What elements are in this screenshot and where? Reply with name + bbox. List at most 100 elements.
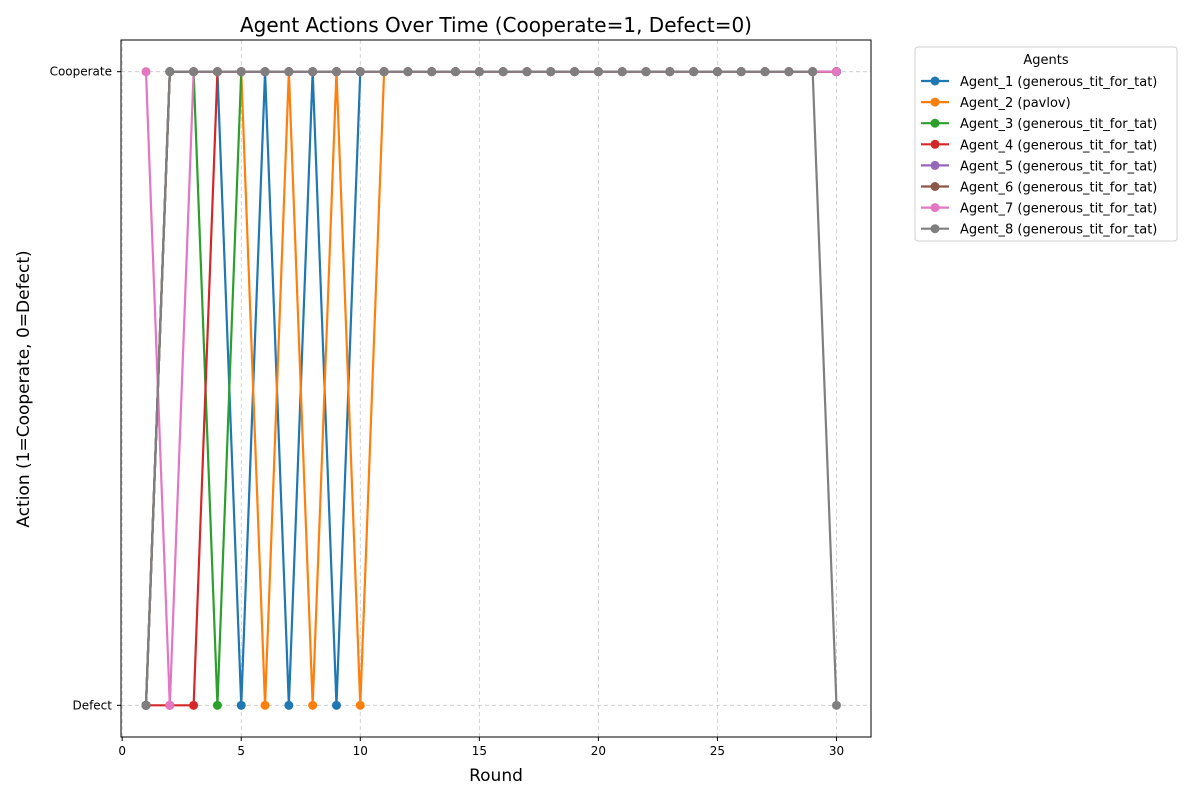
x-tick-label: 30 <box>829 744 844 758</box>
series-line <box>144 70 837 707</box>
legend-marker <box>930 224 940 234</box>
data-point <box>165 67 175 77</box>
data-point <box>498 67 508 77</box>
legend-marker <box>930 118 940 128</box>
data-point <box>474 67 484 77</box>
legend-label: Agent_8 (generous_tit_for_tat) <box>960 223 1157 238</box>
legend-label: Agent_2 (pavlov) <box>960 96 1071 111</box>
series-agent-5 <box>141 67 841 710</box>
legend-entry: Agent_3 (generous_tit_for_tat) <box>921 117 1157 132</box>
series-agent-2 <box>141 67 841 710</box>
data-point <box>355 700 365 710</box>
grid-lines <box>121 40 871 737</box>
x-tick-label: 25 <box>710 744 725 758</box>
data-point <box>308 700 318 710</box>
data-point <box>522 67 532 77</box>
data-point <box>427 67 437 77</box>
data-point <box>331 67 341 77</box>
legend-entry: Agent_8 (generous_tit_for_tat) <box>921 223 1157 238</box>
data-point <box>165 700 175 710</box>
plot-area-frame <box>120 39 872 738</box>
legend-entry: Agent_1 (generous_tit_for_tat) <box>921 75 1157 90</box>
data-point <box>831 700 841 710</box>
data-point <box>260 700 270 710</box>
data-point <box>665 67 675 77</box>
data-point <box>355 67 365 77</box>
legend-label: Agent_4 (generous_tit_for_tat) <box>960 138 1157 153</box>
data-point <box>236 67 246 77</box>
data-point <box>331 700 341 710</box>
data-point <box>189 67 199 77</box>
legend-marker <box>930 97 940 107</box>
legend-entry: Agent_7 (generous_tit_for_tat) <box>921 202 1157 217</box>
data-point <box>212 700 222 710</box>
data-point <box>189 700 199 710</box>
legend-marker <box>930 160 940 170</box>
data-point <box>236 700 246 710</box>
legend-entries: Agent_1 (generous_tit_for_tat) Agent_2 (p… <box>921 75 1157 238</box>
data-point <box>689 67 699 77</box>
data-point <box>641 67 651 77</box>
x-axis-title: Round <box>469 766 523 786</box>
data-point <box>284 700 294 710</box>
data-point <box>212 67 222 77</box>
series-line <box>146 70 837 707</box>
data-point <box>593 67 603 77</box>
y-tick-label: Cooperate <box>50 65 112 79</box>
y-axis-ticks: Defect Cooperate <box>50 65 121 712</box>
data-point <box>308 67 318 77</box>
series-agent-8 <box>141 67 841 710</box>
chart-title: Agent Actions Over Time (Cooperate=1, De… <box>240 13 752 37</box>
series-line <box>144 70 837 707</box>
legend-label: Agent_5 (generous_tit_for_tat) <box>960 159 1157 174</box>
data-point <box>141 67 151 77</box>
x-tick-label: 5 <box>237 744 245 758</box>
data-point <box>403 67 413 77</box>
legend-marker <box>930 182 940 191</box>
series-line <box>144 70 837 706</box>
data-point <box>760 67 770 77</box>
y-axis-title: Action (1=Cooperate, 0=Defect) <box>14 250 34 527</box>
data-point <box>784 67 794 77</box>
data-point <box>712 67 722 77</box>
data-point <box>546 67 556 77</box>
series-agent-7 <box>141 67 841 710</box>
x-tick-label: 20 <box>591 744 606 758</box>
legend-entry: Agent_2 (pavlov) <box>921 96 1071 111</box>
y-tick-label: Defect <box>72 698 112 712</box>
data-point <box>284 67 294 77</box>
legend-entry: Agent_6 (generous_tit_for_tat) <box>921 181 1157 196</box>
data-point <box>808 67 818 77</box>
legend-label: Agent_1 (generous_tit_for_tat) <box>960 75 1157 90</box>
legend-entry: Agent_5 (generous_tit_for_tat) <box>921 159 1157 174</box>
legend-entry: Agent_4 (generous_tit_for_tat) <box>921 138 1157 153</box>
series-agent-3 <box>141 67 841 710</box>
series-agent-4 <box>141 67 841 710</box>
data-point <box>617 67 627 77</box>
legend-label: Agent_3 (generous_tit_for_tat) <box>960 117 1157 132</box>
series-line <box>144 70 837 707</box>
legend-label: Agent_7 (generous_tit_for_tat) <box>960 202 1157 217</box>
legend-title: Agents <box>1023 53 1068 68</box>
x-tick-label: 0 <box>118 744 126 758</box>
legend-marker <box>930 203 940 213</box>
data-point <box>260 67 270 77</box>
legend-marker <box>930 76 940 86</box>
legend-label: Agent_6 (generous_tit_for_tat) <box>960 181 1157 196</box>
plot-series <box>141 67 841 710</box>
data-point <box>831 67 841 77</box>
legend-marker <box>930 139 940 149</box>
data-point <box>570 67 580 77</box>
series-agent-6 <box>141 67 841 710</box>
x-tick-label: 15 <box>472 744 487 758</box>
data-point <box>736 67 746 77</box>
series-agent-1 <box>141 67 841 710</box>
data-point <box>451 67 461 77</box>
x-axis-ticks: 0 5 10 15 20 25 30 <box>118 737 844 758</box>
series-line <box>144 70 837 706</box>
x-tick-label: 10 <box>353 744 368 758</box>
legend: Agents Agent_1 (generous_tit_for_tat)Age… <box>914 46 1178 242</box>
series-line <box>144 70 837 707</box>
data-point <box>379 67 389 77</box>
